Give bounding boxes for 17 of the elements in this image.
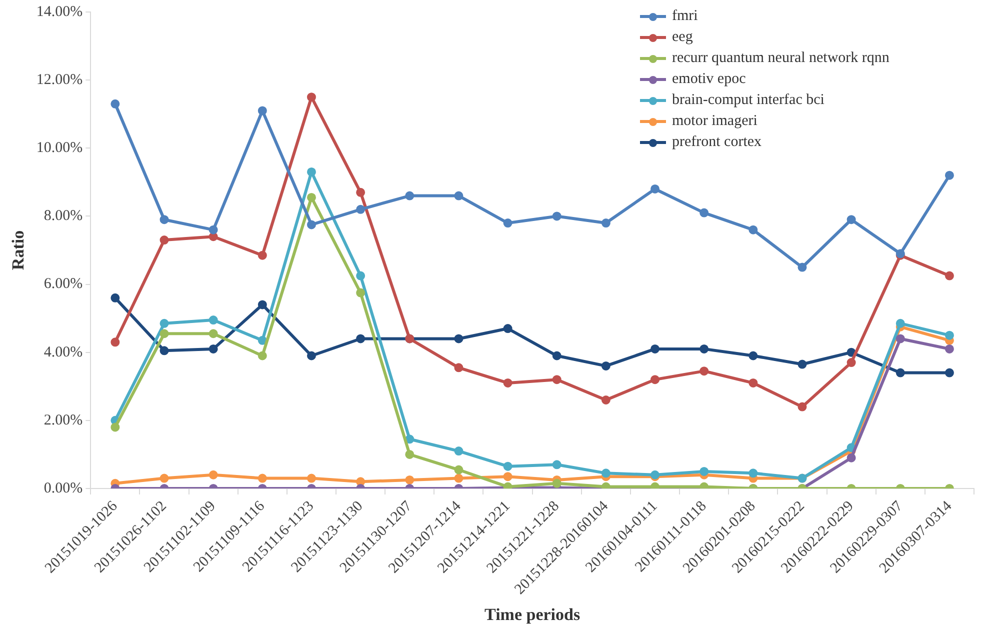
y-tick-label: 6.00%: [44, 276, 83, 292]
y-tick-label: 14.00%: [36, 4, 83, 20]
y-tick-label: 12.00%: [36, 72, 83, 88]
y-tick-label: 2.00%: [44, 412, 83, 428]
y-tick-label: 4.00%: [44, 344, 83, 360]
legend-label: fmri: [672, 7, 698, 26]
legend-label: prefront cortex: [672, 133, 762, 152]
y-tick-label: 0.00%: [44, 480, 83, 496]
legend-label: brain-comput interfac bci: [672, 91, 824, 110]
y-tick-label: 10.00%: [36, 140, 83, 156]
legend-label: motor imageri: [672, 112, 758, 131]
y-axis-title: Ratio: [8, 230, 28, 270]
legend-label: eeg: [672, 28, 693, 47]
y-tick-label: 8.00%: [44, 208, 83, 224]
x-axis-title: Time periods: [484, 605, 580, 624]
legend-label: emotiv epoc: [672, 70, 746, 89]
legend-label: recurr quantum neural network rqnn: [672, 49, 890, 68]
